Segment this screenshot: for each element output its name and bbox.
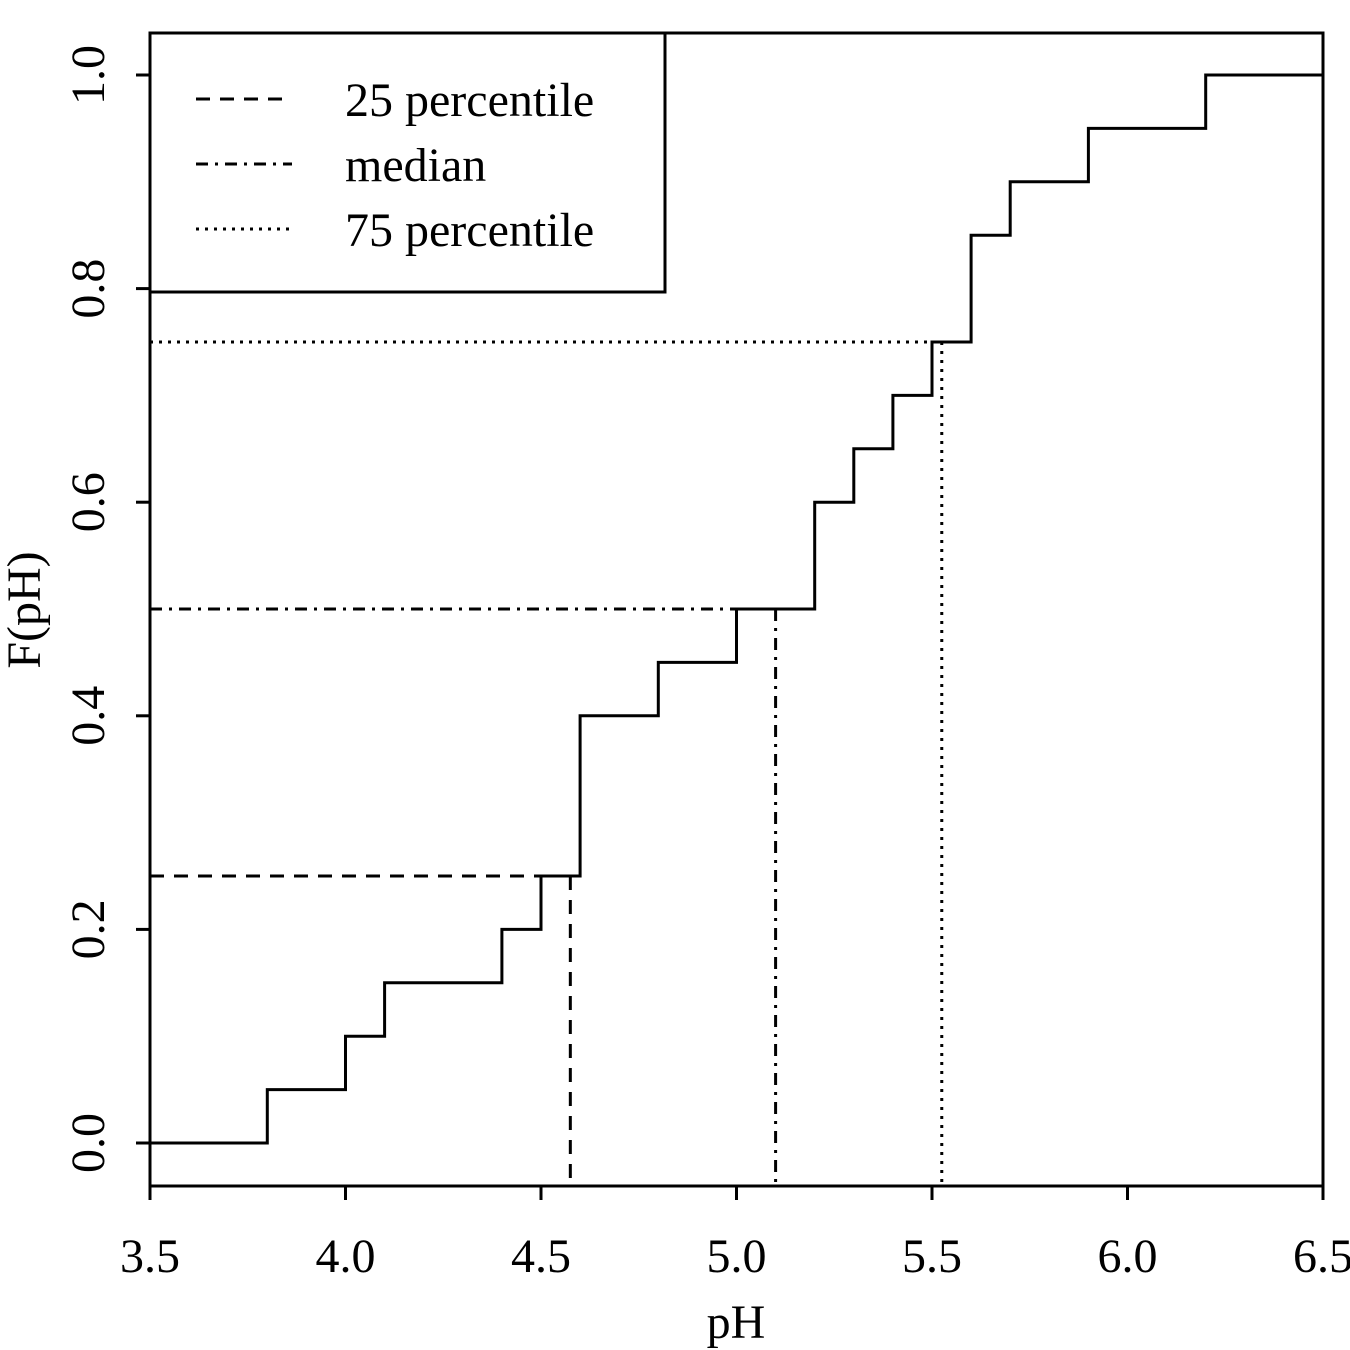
x-tick-label: 5.5 [902, 1230, 962, 1283]
reference-lines [150, 340, 944, 1186]
x-tick-label: 6.0 [1098, 1230, 1158, 1283]
y-axis-label: F(pH) [0, 551, 51, 668]
legend: 25 percentile median 75 percentile [148, 31, 667, 294]
x-tick-label: 6.5 [1293, 1230, 1350, 1283]
y-tick-label: 0.6 [62, 472, 115, 532]
y-tick-label: 0.2 [62, 899, 115, 959]
x-axis-label: pH [707, 1296, 766, 1349]
y-tick-label: 1.0 [62, 45, 115, 105]
ecdf-step-line [150, 73, 1323, 1145]
x-tick-label: 4.5 [511, 1230, 571, 1283]
x-tick-label: 4.0 [316, 1230, 376, 1283]
y-tick-label: 0.0 [62, 1113, 115, 1173]
y-tick-label: 0.4 [62, 686, 115, 746]
x-tick-label: 5.0 [707, 1230, 767, 1283]
x-tick-label: 3.5 [120, 1230, 180, 1283]
legend-label-75-percentile: 75 percentile [345, 204, 594, 257]
y-axis: 0.0 0.2 0.4 0.6 0.8 1.0 [62, 45, 152, 1173]
legend-label-25-percentile: 25 percentile [345, 74, 594, 127]
y-tick-label: 0.8 [62, 259, 115, 319]
legend-label-median: median [345, 139, 486, 192]
x-axis: 3.5 4.0 4.5 5.0 5.5 6.0 6.5 [120, 1184, 1350, 1283]
series-group [150, 73, 1323, 1145]
